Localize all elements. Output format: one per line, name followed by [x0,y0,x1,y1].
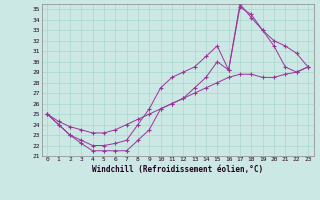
X-axis label: Windchill (Refroidissement éolien,°C): Windchill (Refroidissement éolien,°C) [92,165,263,174]
